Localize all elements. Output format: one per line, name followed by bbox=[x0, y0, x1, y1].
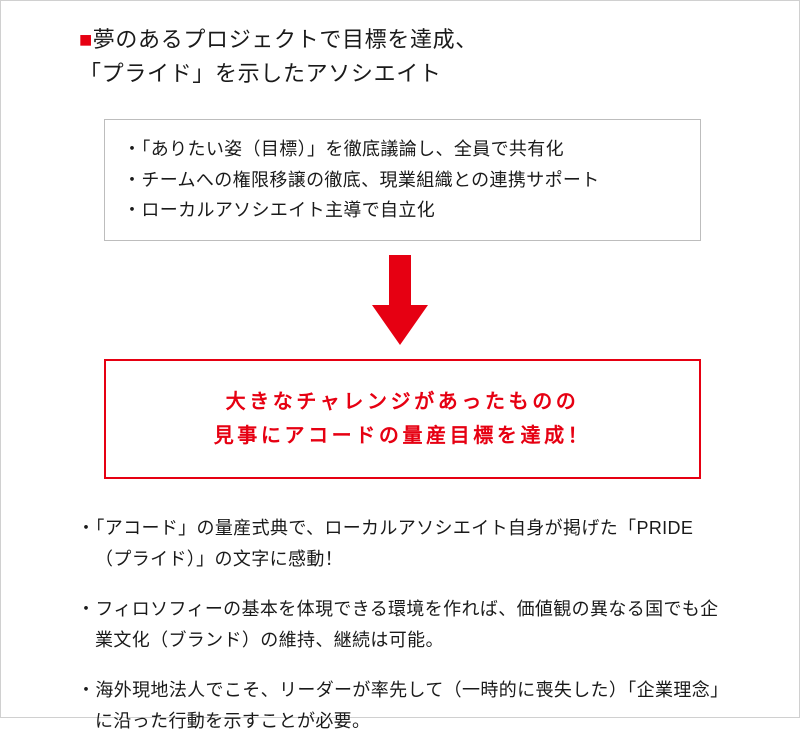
summary-item: 「ありたい姿（目標）」を徹底議論し、全員で共有化 bbox=[123, 134, 682, 165]
section-heading: ■夢のあるプロジェクトで目標を達成、 「プライド」を示したアソシエイト bbox=[79, 23, 771, 91]
heading-line1: 夢のあるプロジェクトで目標を達成、 bbox=[93, 27, 478, 52]
result-box: 大きなチャレンジがあったものの 見事にアコードの量産目標を達成！ bbox=[104, 359, 701, 479]
summary-item: チームへの権限移譲の徹底、現業組織との連携サポート bbox=[123, 165, 682, 196]
down-arrow-icon bbox=[370, 255, 430, 345]
result-line1: 大きなチャレンジがあったものの bbox=[116, 385, 689, 419]
paragraph-item: 「アコード」の量産式典で、ローカルアソシエイト自身が掲げた「PRIDE（プライド… bbox=[77, 513, 723, 574]
summary-box: 「ありたい姿（目標）」を徹底議論し、全員で共有化 チームへの権限移譲の徹底、現業… bbox=[104, 119, 701, 241]
arrow-shape bbox=[372, 255, 428, 345]
arrow-container bbox=[29, 255, 771, 345]
heading-line2: 「プライド」を示したアソシエイト bbox=[79, 61, 442, 86]
summary-item: ローカルアソシエイト主導で自立化 bbox=[123, 195, 682, 226]
paragraph-list: 「アコード」の量産式典で、ローカルアソシエイト自身が掲げた「PRIDE（プライド… bbox=[77, 513, 723, 737]
result-line2: 見事にアコードの量産目標を達成！ bbox=[116, 419, 689, 453]
paragraph-item: 海外現地法人でこそ、リーダーが率先して（一時的に喪失した）「企業理念」に沿った行… bbox=[77, 675, 723, 736]
paragraph-item: フィロソフィーの基本を体現できる環境を作れば、価値観の異なる国でも企業文化（ブラ… bbox=[77, 594, 723, 655]
heading-marker: ■ bbox=[79, 27, 93, 52]
